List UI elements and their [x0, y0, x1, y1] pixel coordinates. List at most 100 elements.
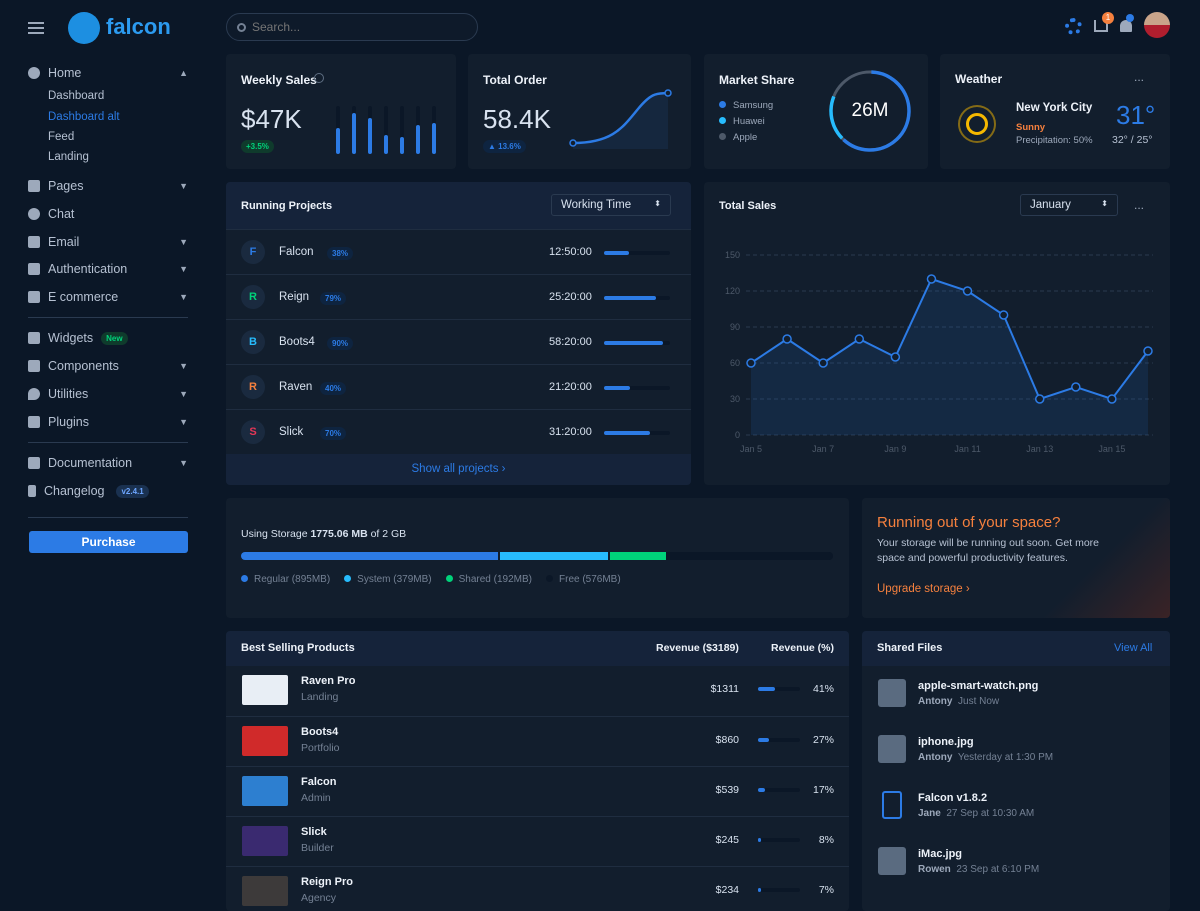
project-row[interactable]: F Falcon 38% 12:50:00: [226, 229, 691, 274]
sidebar-sub-feed[interactable]: Feed: [48, 131, 75, 143]
sidebar-label: Authentication: [48, 262, 128, 276]
sidebar-item-home[interactable]: Home ▲: [28, 66, 188, 80]
sidebar-item-documentation[interactable]: Documentation ▼: [28, 456, 188, 470]
purchase-button[interactable]: Purchase: [29, 531, 188, 553]
show-all-projects-link[interactable]: Show all projects ›: [226, 454, 691, 485]
shared-file-item[interactable]: apple-smart-watch.png Antony Just Now: [878, 679, 1038, 707]
more-button[interactable]: ...: [1134, 70, 1145, 84]
info-icon[interactable]: [314, 73, 324, 83]
sidebar-item-ecommerce[interactable]: E commerce ▼: [28, 290, 188, 304]
product-category: Agency: [301, 892, 337, 904]
running-projects-card: Running Projects Working Time ⬍ F Falcon …: [226, 182, 691, 485]
settings-icon[interactable]: [1065, 18, 1082, 35]
x-tick-label: Jan 5: [740, 444, 762, 454]
sales-point[interactable]: [782, 334, 792, 344]
sidebar-item-authentication[interactable]: Authentication ▼: [28, 262, 188, 276]
product-name[interactable]: Slick: [301, 826, 327, 838]
sales-point[interactable]: [998, 310, 1009, 320]
sales-point[interactable]: [926, 274, 937, 284]
project-time: 58:20:00: [549, 336, 592, 348]
card-title: Shared Files: [877, 642, 943, 654]
storage-card: Using Storage 1775.06 MB of 2 GB Regular…: [226, 498, 849, 618]
sidebar-item-changelog[interactable]: Changelog v2.4.1: [28, 484, 188, 498]
project-avatar: R: [241, 285, 265, 309]
avatar[interactable]: [1144, 12, 1170, 38]
sales-point[interactable]: [1107, 394, 1117, 404]
product-name[interactable]: Boots4: [301, 726, 339, 738]
product-row[interactable]: Raven Pro Landing $1311 41%: [226, 666, 849, 716]
sidebar-label: Components: [48, 359, 119, 373]
sales-point[interactable]: [890, 352, 901, 362]
upgrade-storage-link[interactable]: Upgrade storage ›: [877, 583, 970, 595]
fire-icon: [28, 388, 40, 400]
more-button[interactable]: ...: [1134, 198, 1145, 212]
sidebar-item-components[interactable]: Components ▼: [28, 359, 188, 373]
card-title: Best Selling Products: [241, 642, 355, 654]
product-row[interactable]: Reign Pro Agency $234 7%: [226, 866, 849, 911]
sidebar-item-plugins[interactable]: Plugins ▼: [28, 415, 188, 429]
project-row[interactable]: S Slick 70% 31:20:00: [226, 409, 691, 454]
product-category: Portfolio: [301, 742, 340, 754]
product-category: Builder: [301, 842, 334, 854]
product-thumbnail: [242, 675, 288, 705]
product-row[interactable]: Falcon Admin $539 17%: [226, 766, 849, 816]
search-box[interactable]: [226, 13, 478, 41]
sales-point[interactable]: [1071, 382, 1081, 392]
sales-line: [750, 277, 1149, 401]
product-revenue-bar: [758, 738, 800, 742]
sidebar-label: Changelog: [44, 484, 105, 498]
sidebar-item-chat[interactable]: Chat: [28, 207, 188, 221]
storage-legend-item: Free (576MB): [546, 574, 621, 585]
sidebar-item-utilities[interactable]: Utilities ▼: [28, 387, 188, 401]
sales-point[interactable]: [854, 334, 865, 344]
search-input[interactable]: [252, 20, 452, 34]
shared-file-item[interactable]: iphone.jpg Antony Yesterday at 1:30 PM: [878, 735, 1053, 763]
shared-file-item[interactable]: iMac.jpg Rowen 23 Sep at 6:10 PM: [878, 847, 1039, 875]
project-row[interactable]: B Boots4 90% 58:20:00: [226, 319, 691, 364]
shared-file-item[interactable]: Falcon v1.8.2 Jane 27 Sep at 10:30 AM: [878, 791, 1034, 819]
project-row[interactable]: R Raven 40% 21:20:00: [226, 364, 691, 409]
sales-point[interactable]: [962, 286, 973, 296]
y-tick-label: 90: [730, 322, 740, 332]
product-name[interactable]: Reign Pro: [301, 876, 353, 888]
product-revenue: $539: [715, 784, 739, 796]
cart-badge: 1: [1102, 12, 1114, 24]
product-row[interactable]: Boots4 Portfolio $860 27%: [226, 716, 849, 766]
sales-point[interactable]: [746, 358, 756, 368]
view-all-link[interactable]: View All: [1114, 642, 1153, 654]
storage-segment: [666, 552, 833, 560]
order-line-chart: [569, 89, 672, 149]
sales-point[interactable]: [1143, 346, 1153, 356]
sidebar-sub-dashboard-alt[interactable]: Dashboard alt: [48, 111, 120, 123]
sidebar-sub-dashboard[interactable]: Dashboard: [48, 90, 105, 102]
weekly-sales-delta: +3.5%: [241, 140, 274, 153]
cart-icon[interactable]: [1094, 20, 1108, 32]
sidebar-sub-landing[interactable]: Landing: [48, 151, 89, 163]
product-name[interactable]: Raven Pro: [301, 675, 356, 687]
chevron-down-icon: ▼: [179, 292, 188, 302]
product-category: Admin: [301, 792, 331, 804]
sidebar-item-pages[interactable]: Pages ▼: [28, 179, 188, 193]
card-title: Total Order: [483, 73, 547, 87]
working-time-select[interactable]: Working Time ⬍: [551, 194, 671, 216]
project-avatar: S: [241, 420, 265, 444]
sidebar-item-widgets[interactable]: Widgets New: [28, 331, 188, 345]
sidebar-item-email[interactable]: Email ▼: [28, 235, 188, 249]
weekly-bar: [336, 106, 340, 154]
project-row[interactable]: R Reign 79% 25:20:00: [226, 274, 691, 319]
sales-point[interactable]: [818, 358, 828, 368]
weekly-bar: [368, 106, 372, 154]
menu-icon[interactable]: [28, 22, 44, 34]
product-row[interactable]: Slick Builder $245 8%: [226, 816, 849, 866]
y-tick-label: 0: [735, 430, 740, 440]
total-sales-card: Total Sales January ⬍ ... 0 30 60 90 120 150 Ja…: [704, 182, 1170, 485]
month-select[interactable]: January ⬍: [1020, 194, 1118, 216]
sidebar-label: Home: [48, 66, 82, 80]
weekly-bars: [336, 106, 441, 154]
promo-title: Running out of your space?: [877, 514, 1061, 531]
sales-point[interactable]: [1034, 394, 1045, 404]
brand-logo[interactable]: falcon: [106, 14, 171, 39]
product-revenue: $1311: [710, 683, 739, 695]
product-name[interactable]: Falcon: [301, 776, 337, 788]
notification-icon[interactable]: [1120, 20, 1132, 32]
